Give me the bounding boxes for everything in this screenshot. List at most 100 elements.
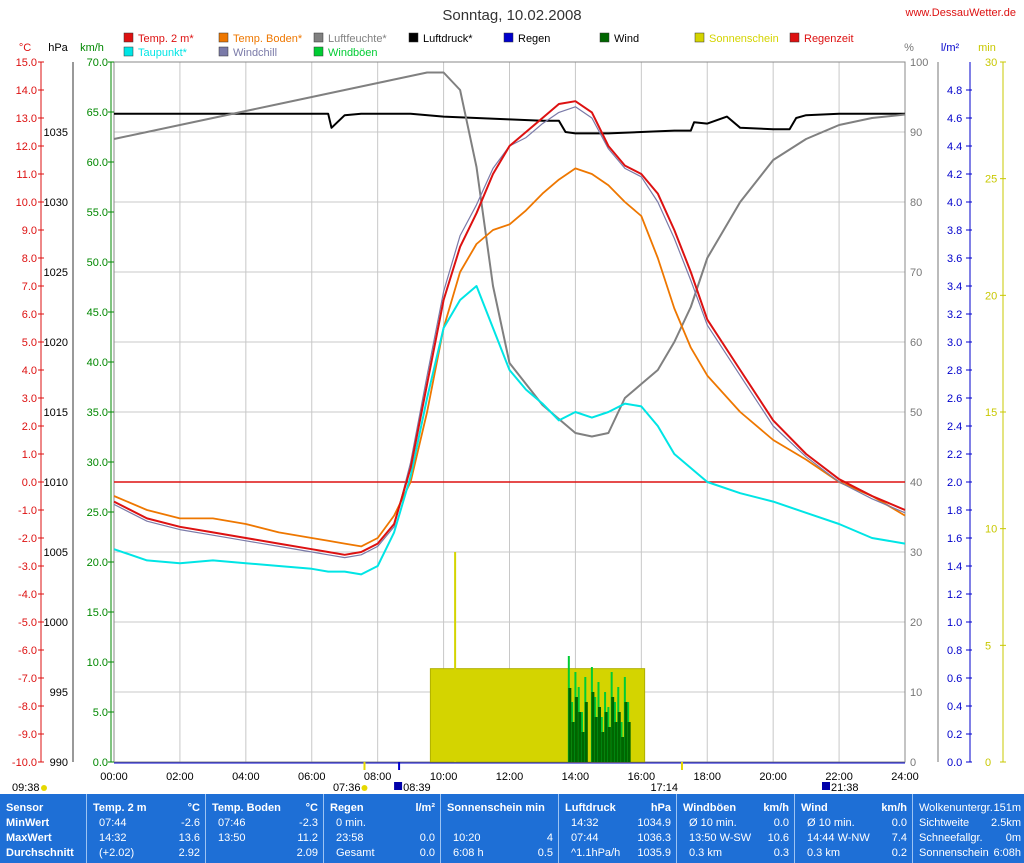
stats-header: Temp. 2 m xyxy=(93,802,147,814)
pressure-tick-label: 995 xyxy=(50,687,68,699)
pressure-tick-label: 1035 xyxy=(44,127,68,139)
wind-tick-label: 25.0 xyxy=(87,507,108,519)
sun-tick-label: 0 xyxy=(985,757,991,769)
humidity-tick-label: 0 xyxy=(910,757,916,769)
wind-tick-label: 70.0 xyxy=(87,57,108,69)
rain-tick-label: 4.2 xyxy=(947,169,962,181)
temp-tick-label: -4.0 xyxy=(18,589,37,601)
stats-cell-time: 0 min. xyxy=(336,817,366,829)
stats-cell-time: 14:44 W-NW xyxy=(807,832,870,844)
wind-tick-label: 30.0 xyxy=(87,457,108,469)
wind-tick-label: 0.0 xyxy=(93,757,108,769)
wind-tick-label: 65.0 xyxy=(87,107,108,119)
legend-label: Taupunkt* xyxy=(138,47,188,59)
legend: Temp. 2 m* Temp. Boden* Luftfeuchte* Luftdr… xyxy=(123,32,854,59)
wind-tick-label: 60.0 xyxy=(87,157,108,169)
rain-tick-label: 3.2 xyxy=(947,309,962,321)
stats-cell-time: 13:50 W-SW xyxy=(689,832,752,844)
plot-area xyxy=(113,71,906,763)
time-tick-label: 04:00 xyxy=(232,771,260,783)
stats-extra-value: 2.5km xyxy=(991,817,1021,829)
rain-tick-label: 0.2 xyxy=(947,729,962,741)
time-tick-label: 24:00 xyxy=(891,771,919,783)
stats-boden-column: Temp. Boden °C 07:46 -2.3 13:50 11.2 2.09 xyxy=(205,794,324,863)
stats-cell-value: 10.6 xyxy=(767,832,789,844)
rain-tick-label: 2.0 xyxy=(947,477,962,489)
humidity-tick-label: 20 xyxy=(910,617,922,629)
legend-label: Regen xyxy=(518,33,550,45)
stats-header-unit: °C xyxy=(305,802,318,814)
sun-tick-label: 30 xyxy=(985,57,997,69)
temp-tick-label: 11.0 xyxy=(16,169,37,181)
pressure-tick-label: 990 xyxy=(50,757,68,769)
pressure-tick-label: 1020 xyxy=(44,337,68,349)
temp-tick-label: 3.0 xyxy=(22,393,37,405)
stats-header-unit: l/m² xyxy=(415,802,435,814)
temp-tick-label: 8.0 xyxy=(22,253,37,265)
time-tick-label: 22:00 xyxy=(825,771,853,783)
humidity-tick-label: 30 xyxy=(910,547,922,559)
stats-cell-value: 13.6 xyxy=(178,832,200,844)
sun-tick-label: 5 xyxy=(985,640,991,652)
temp-unit-label: °C xyxy=(19,42,31,54)
stats-header-unit: km/h xyxy=(763,802,789,814)
rain-tick-label: 0.0 xyxy=(947,757,962,769)
pressure-tick-label: 1025 xyxy=(44,267,68,279)
temp-tick-label: -2.0 xyxy=(18,533,37,545)
rain-tick-label: 1.8 xyxy=(947,505,962,517)
sunset-label: 17:14 xyxy=(650,782,678,794)
stats-cell-time: 14:32 xyxy=(99,832,127,844)
stats-sonne-column: Sonnenschein min 10:20 4 6:08 h 0.5 xyxy=(440,794,559,863)
stats-cell-time: Ø 10 min. xyxy=(689,817,737,829)
stats-header-unit: °C xyxy=(187,802,200,814)
time-tick-label: 18:00 xyxy=(693,771,721,783)
series-line-temp-2-m xyxy=(113,100,906,556)
pressure-tick-label: 1005 xyxy=(44,547,68,559)
rain-tick-label: 1.0 xyxy=(947,617,962,629)
temp-tick-label: 9.0 xyxy=(22,225,37,237)
stats-boeen-column: Windböen km/h Ø 10 min. 0.0 13:50 W-SW 10.6 0.… xyxy=(676,794,795,863)
series-line-temp-boden xyxy=(113,167,906,548)
weather-chart: Temp. 2 m* Temp. Boden* Luftfeuchte* Luftdr… xyxy=(12,7,1016,794)
stats-header: Luftdruck xyxy=(565,802,616,814)
sunrise-label: 07:36 xyxy=(333,782,361,794)
legend-label: Luftdruck* xyxy=(423,33,473,45)
wind-unit-label: km/h xyxy=(80,42,104,54)
wind-tick-label: 55.0 xyxy=(87,207,108,219)
temp-tick-label: 1.0 xyxy=(22,449,37,461)
humidity-unit-label: % xyxy=(904,42,914,54)
wind-tick-label: 5.0 xyxy=(93,707,108,719)
humidity-tick-label: 100 xyxy=(910,57,928,69)
stats-extra-value: 151m xyxy=(993,802,1021,814)
stats-cell-value: 11.2 xyxy=(297,832,318,844)
legend-swatch xyxy=(313,32,324,43)
wind-tick-label: 15.0 xyxy=(87,607,108,619)
statistics-panel: Sensor MinWert MaxWert Durchschnitt Temp. 2 … xyxy=(0,794,1024,863)
stats-cell-value: -2.6 xyxy=(181,817,200,829)
sun-tick-label: 10 xyxy=(985,524,997,536)
stats-cell-time: (+2.02) xyxy=(99,847,135,859)
temp-tick-label: -9.0 xyxy=(18,729,37,741)
stats-cell-time: 07:44 xyxy=(99,817,127,829)
humidity-tick-label: 80 xyxy=(910,197,922,209)
stats-cell-value: 0.5 xyxy=(537,847,553,859)
temp-tick-label: -1.0 xyxy=(18,505,37,517)
rain-tick-label: 1.6 xyxy=(947,533,962,545)
stats-cell-time: 23:58 xyxy=(336,832,364,844)
rain-tick-label: 0.4 xyxy=(947,701,962,713)
pressure-tick-label: 1015 xyxy=(44,407,68,419)
legend-label: Windchill xyxy=(233,47,277,59)
stats-header: Sonnenschein min xyxy=(447,802,545,814)
rain-tick-label: 4.4 xyxy=(947,141,962,153)
rain-tick-label: 2.6 xyxy=(947,393,962,405)
stats-wind-column: Wind km/h Ø 10 min. 0.0 14:44 W-NW 7.4 0.3 km 0… xyxy=(794,794,913,863)
sun-tick-label: 25 xyxy=(985,174,997,186)
stats-cell-value: 1036.3 xyxy=(637,832,671,844)
stats-row-label: Durchschnitt xyxy=(6,847,74,859)
rain-tick-label: 4.8 xyxy=(947,85,962,97)
stats-cell-time: ^1.1hPa/h xyxy=(571,847,621,859)
moon-icon xyxy=(394,782,403,790)
stats-cell-value: 2.09 xyxy=(296,847,318,859)
pressure-tick-label: 1000 xyxy=(44,617,68,629)
temp-tick-label: -5.0 xyxy=(18,617,37,629)
